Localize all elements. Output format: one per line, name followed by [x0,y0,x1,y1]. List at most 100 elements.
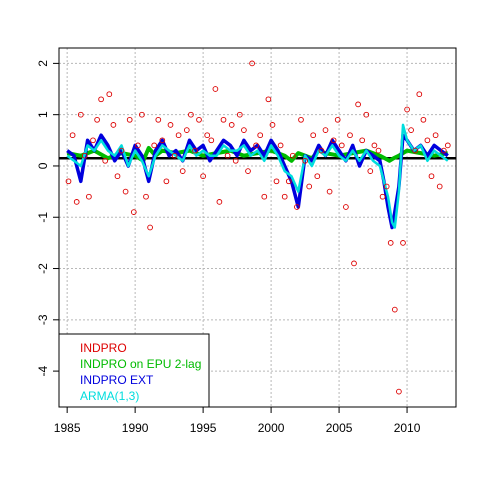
data-point-0-73 [363,111,370,118]
data-point-0-75 [371,142,378,149]
data-point-0-41 [232,157,239,164]
data-point-0-82 [400,240,406,246]
data-point-0-4 [81,152,88,159]
x-tick-label-2: 1995 [190,421,217,435]
data-point-0-66 [334,116,341,123]
data-point-0-25 [167,122,174,128]
data-point-0-85 [412,147,419,154]
data-point-0-13 [118,147,125,154]
series-layer [65,60,451,395]
data-point-0-48 [261,193,268,200]
data-point-0-50 [269,122,276,128]
data-point-0-9 [102,157,109,164]
legend-entry-1: INDPRO on EPU 2-lag [80,357,201,371]
data-point-0-81 [396,388,402,395]
data-point-0-51 [273,178,280,185]
legend-box [58,333,210,408]
data-point-0-22 [155,116,162,123]
data-point-0-57 [298,116,304,123]
data-point-0-64 [326,188,333,195]
data-point-0-90 [432,132,439,139]
data-point-0-6 [90,137,96,144]
data-point-0-91 [436,183,443,190]
x-tick-label-4: 2005 [326,421,353,435]
x-tick-label-3: 2000 [258,421,285,435]
x-tick-label-1: 1990 [122,421,149,435]
legend-entry-2: INDPRO EXT [80,373,154,387]
data-point-0-14 [122,188,129,195]
data-point-0-8 [98,96,104,103]
data-point-0-93 [444,142,451,149]
legend: INDPRO INDPRO on EPU 2-lag INDPRO EXT ARMA(… [58,333,210,408]
data-point-0-60 [310,132,317,139]
data-point-0-29 [183,127,190,133]
data-point-0-44 [245,168,251,174]
data-point-0-83 [404,106,410,113]
plot-frame [58,47,457,408]
data-point-0-34 [204,132,211,139]
data-point-0-45 [249,60,255,67]
y-tick-label-2: 0 [36,162,50,169]
y-tick-label-6: -4 [36,365,50,376]
data-point-0-47 [257,132,264,139]
legend-entry-3: ARMA(1,3) [80,389,139,403]
data-point-0-11 [110,122,117,128]
data-point-0-36 [212,86,219,92]
data-point-0-39 [224,152,231,159]
data-point-0-84 [408,127,414,133]
data-point-0-37 [216,199,223,205]
data-point-0-79 [387,240,394,246]
data-point-0-42 [236,111,243,118]
y-tick-label-4: -2 [36,263,50,274]
data-point-0-35 [208,137,215,144]
data-point-0-26 [171,152,178,159]
data-point-0-24 [163,178,170,185]
data-point-0-76 [375,147,382,154]
data-point-0-31 [192,147,198,154]
data-point-0-32 [196,116,202,123]
y-tick-label-5: -3 [36,314,50,325]
data-point-0-87 [420,116,427,123]
series-line-3 [66,123,449,229]
data-point-0-46 [253,142,259,149]
data-point-0-0 [65,178,72,185]
legend-entry-0: INDPRO [80,341,127,355]
data-point-0-80 [391,306,398,313]
data-point-0-10 [106,91,113,98]
data-point-0-88 [424,137,431,144]
data-point-0-70 [351,260,357,267]
data-point-0-58 [302,157,308,164]
data-point-0-71 [355,101,361,108]
data-point-0-52 [277,142,284,149]
data-point-0-19 [143,193,149,200]
data-point-0-12 [114,173,121,180]
data-point-0-74 [367,168,374,174]
data-point-0-53 [281,193,288,200]
data-point-0-65 [330,137,337,144]
data-point-0-63 [322,127,329,133]
data-point-0-69 [347,132,353,139]
data-point-0-1 [69,132,76,139]
x-tick-label-0: 1985 [54,421,81,435]
data-point-0-16 [130,209,137,215]
data-point-0-18 [139,111,145,118]
data-point-0-92 [440,147,447,154]
data-point-0-40 [228,122,235,128]
data-point-0-78 [383,183,390,190]
data-point-0-43 [241,127,247,133]
y-tick-label-1: 1 [36,111,50,118]
data-point-0-7 [94,116,100,123]
data-point-0-30 [188,111,194,118]
data-point-0-49 [265,96,272,103]
data-point-0-89 [428,173,435,180]
data-point-0-2 [73,199,80,205]
axis-layer: 1985 1990 1995 2000 2005 2010 2 1 0 -1 -2 -3 -4 [36,60,421,435]
data-point-0-72 [359,137,366,144]
data-point-0-33 [200,173,206,180]
y-tick-label-0: 2 [36,60,50,67]
data-point-0-61 [314,173,321,180]
data-point-0-38 [220,116,227,123]
data-point-0-56 [294,204,300,210]
data-point-0-27 [175,132,182,139]
